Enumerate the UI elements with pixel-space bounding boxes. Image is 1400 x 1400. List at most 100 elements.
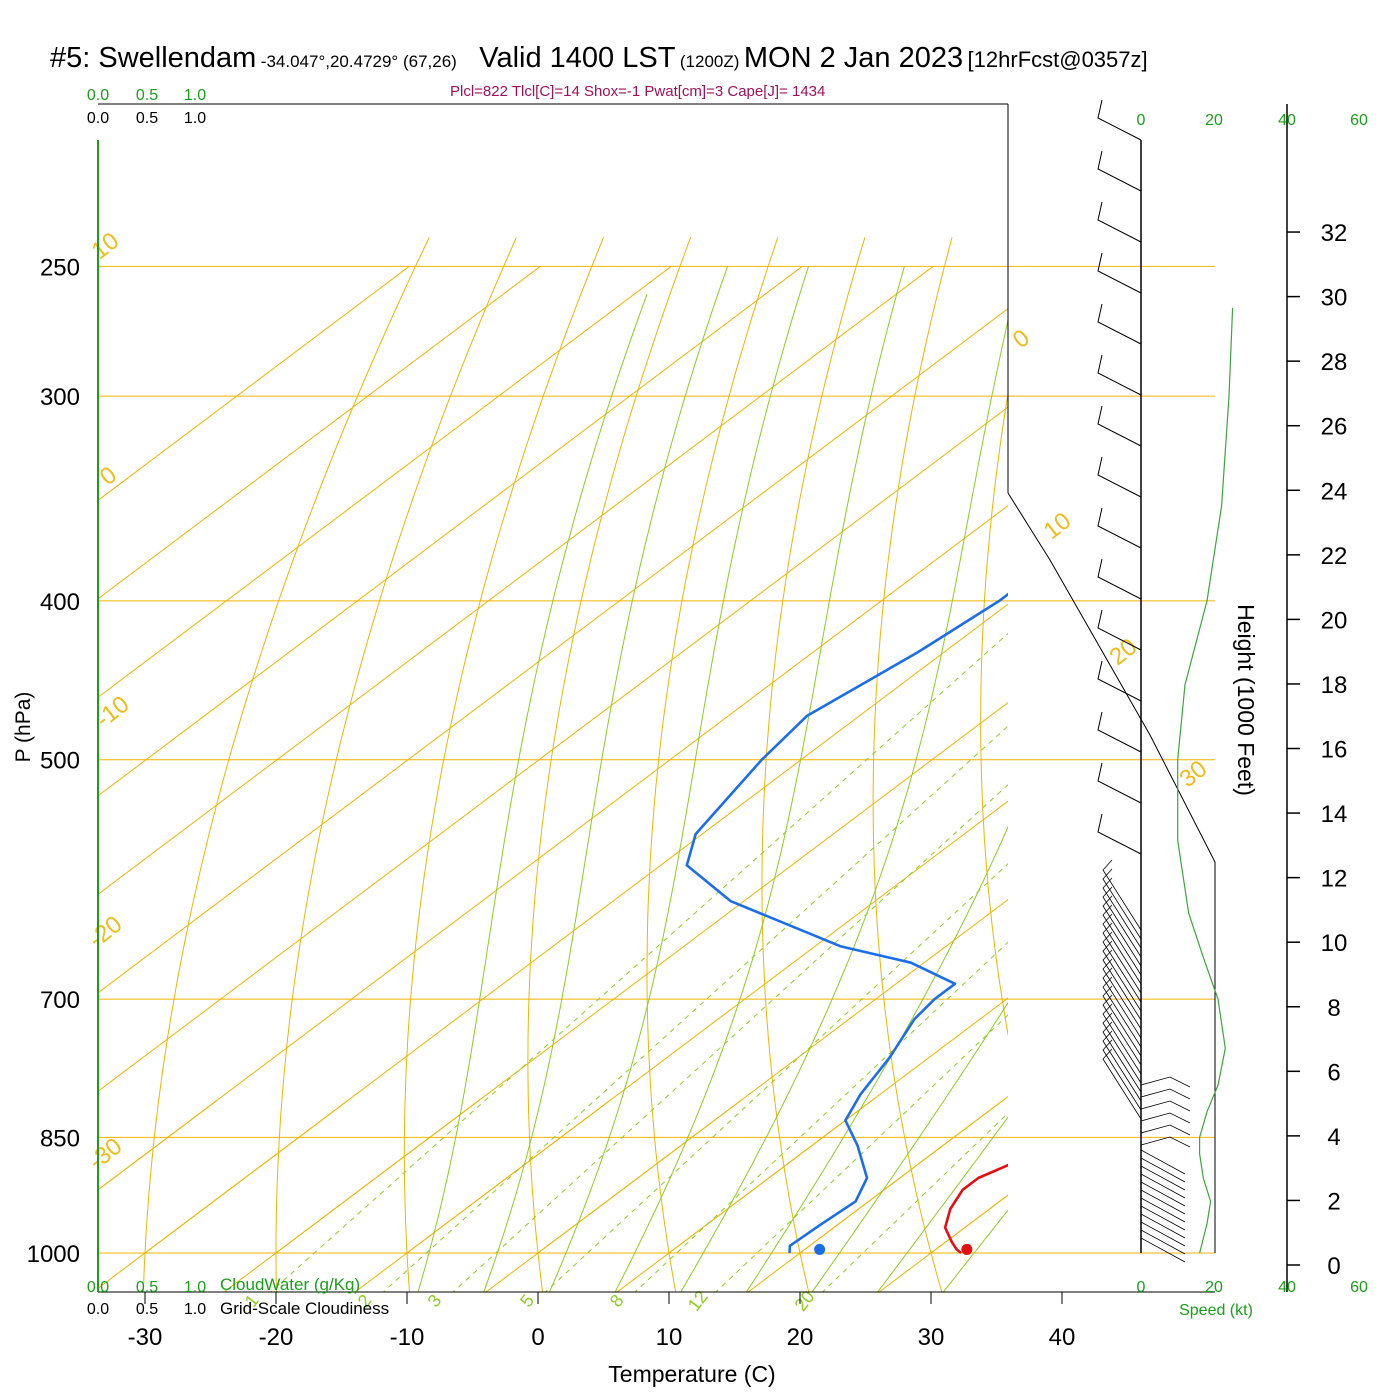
- moist-adiabat: [483, 266, 728, 1292]
- isotherm-line: [1010, 1100, 1265, 1292]
- wind-barb: [1102, 976, 1142, 1048]
- wind-barb: [1140, 1229, 1186, 1255]
- wind-barb: [1097, 660, 1142, 702]
- wind-barb: [1140, 1100, 1191, 1112]
- dry-adiabat: [403, 237, 604, 1292]
- cloudiness-scale-top: 1.0: [184, 110, 206, 127]
- cloudiness-scale-top: 0.5: [136, 110, 158, 127]
- wind-barb: [1140, 1124, 1191, 1136]
- wind-barb: [1102, 1039, 1142, 1111]
- wind-barb: [1140, 1112, 1191, 1124]
- x-axis-label: Temperature (C): [608, 1361, 775, 1387]
- wind-barb: [1140, 1165, 1186, 1191]
- isotherm-line: [668, 997, 1008, 1254]
- utc-time: (1200Z): [679, 52, 740, 71]
- height-tick-label: 28: [1321, 349, 1348, 376]
- p-tick-label: 1000: [27, 1241, 80, 1268]
- wind-barb: [1140, 1213, 1186, 1239]
- wind-speed-tick-bottom: 20: [1205, 1279, 1223, 1296]
- wind-speed-tick-bottom: 60: [1350, 1279, 1368, 1296]
- isotherm-line: [275, 701, 1008, 1254]
- dry-adiabat: [761, 237, 866, 1292]
- wind-barb: [1102, 922, 1142, 994]
- wind-barb: [1097, 150, 1142, 192]
- mixing-ratio-label: 20: [791, 1287, 819, 1315]
- wind-barb: [1102, 1012, 1142, 1084]
- wind-barb: [1102, 904, 1142, 976]
- height-tick-label: 22: [1321, 543, 1348, 570]
- wind-barb: [1097, 303, 1142, 345]
- cloudwater-label: CloudWater (g/Kg): [220, 1275, 360, 1294]
- wind-barb: [1097, 609, 1142, 651]
- wind-barb: [1102, 940, 1142, 1012]
- isotherm-label: 10: [1039, 507, 1077, 545]
- p-tick-label: 300: [40, 384, 80, 411]
- height-axis-label: Height (1000 Feet): [1233, 604, 1259, 796]
- moist-adiabat: [548, 266, 809, 1292]
- moist-adiabat: [417, 294, 648, 1292]
- x-tick-label: -10: [390, 1324, 425, 1351]
- wind-barb: [1097, 507, 1142, 549]
- wind-barb: [1102, 1048, 1142, 1120]
- moist-adiabat: [811, 1002, 1008, 1292]
- wind-barb: [1102, 931, 1142, 1003]
- wind-speed-tick-top: 0: [1137, 112, 1146, 129]
- wind-speed-tick-top: 60: [1350, 112, 1368, 129]
- mixing-ratio-line: [269, 632, 1008, 1292]
- mixing-ratio-line: [715, 1014, 1008, 1292]
- surface-temperature-marker: [961, 1243, 973, 1255]
- wind-barb: [1097, 762, 1142, 804]
- p-tick-label: 400: [40, 589, 80, 616]
- dry-adiabat: [142, 237, 430, 1292]
- surface-dewpoint-marker: [814, 1243, 826, 1255]
- isotherm-line: [98, 1099, 218, 1191]
- height-tick-label: 6: [1327, 1059, 1340, 1086]
- x-tick-label: 0: [531, 1324, 544, 1351]
- plot-area: [98, 237, 1400, 1307]
- wind-barb: [1097, 354, 1142, 396]
- isotherm-line: [537, 898, 1008, 1254]
- wind-barb: [1140, 1076, 1191, 1088]
- height-tick-label: 32: [1321, 220, 1348, 247]
- height-tick-label: 10: [1321, 930, 1348, 957]
- height-tick-label: 24: [1321, 478, 1348, 505]
- moist-adiabat: [745, 825, 1008, 1292]
- wind-barb: [1102, 967, 1142, 1039]
- x-tick-label: 10: [656, 1324, 683, 1351]
- wind-barbs: [1097, 99, 1191, 1263]
- moist-adiabat: [680, 318, 1008, 1292]
- isotherm-line: [1193, 266, 1400, 1253]
- isotherm-line: [98, 266, 803, 797]
- wind-barb: [1097, 405, 1142, 447]
- isotherm-line: [98, 406, 1008, 1092]
- isotherm-label: -30: [83, 1133, 127, 1176]
- isotherm-line: [616, 1099, 873, 1292]
- wind-barb: [1102, 949, 1142, 1021]
- mixing-ratio-label: 8: [606, 1291, 628, 1311]
- height-tick-label: 14: [1321, 801, 1348, 828]
- wind-speed-line: [1177, 307, 1234, 1254]
- isotherm-line: [98, 308, 1008, 994]
- p-tick-label: 700: [40, 987, 80, 1014]
- cloudiness-label: Grid-Scale Cloudiness: [220, 1299, 389, 1318]
- isotherm-label: 0: [1008, 324, 1035, 354]
- wind-barb: [1102, 913, 1142, 985]
- wind-barb: [1140, 1157, 1186, 1183]
- wind-speed-tick-top: 20: [1205, 112, 1223, 129]
- dry-adiabat: [1186, 237, 1348, 1307]
- wind-barb: [1102, 877, 1142, 949]
- wind-speed-axis-label: Speed (kt): [1179, 1302, 1253, 1319]
- isotherm-line: [98, 266, 410, 501]
- wind-barb: [1140, 1205, 1186, 1231]
- mixing-ratio-label: 3: [424, 1291, 446, 1311]
- isotherm-line: [223, 1099, 480, 1292]
- height-tick-label: 30: [1321, 285, 1348, 312]
- isotherm-line: [98, 505, 1008, 1191]
- wind-barb: [1097, 813, 1142, 855]
- wind-barb: [1140, 1237, 1186, 1263]
- moist-adiabat: [877, 1116, 1008, 1292]
- isotherm-label: 10: [87, 227, 125, 265]
- dry-adiabat: [1379, 237, 1400, 1307]
- x-tick-label: -30: [128, 1324, 163, 1351]
